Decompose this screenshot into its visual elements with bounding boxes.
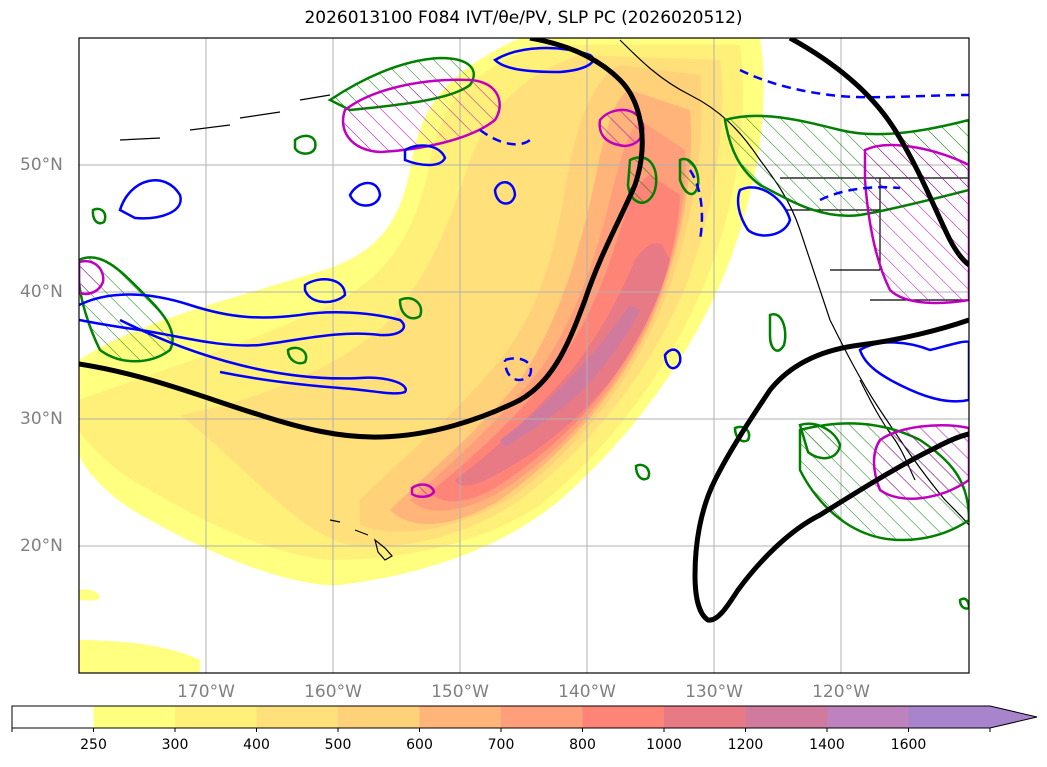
thetae-ring-4 xyxy=(303,278,347,304)
ivt-250-gulf xyxy=(79,589,100,601)
thetae-dash-1 xyxy=(503,357,533,382)
pv-ring-6 xyxy=(398,297,423,320)
thetae-dash-4 xyxy=(479,128,531,146)
colorbar-tick-label: 800 xyxy=(569,737,596,753)
anom-west-edge xyxy=(79,259,105,296)
lat-label-50n: 50°N xyxy=(20,155,63,175)
slp-ridge xyxy=(788,38,969,267)
colorbar-extend-triangle xyxy=(990,706,1037,728)
thetae-long-band xyxy=(79,293,406,347)
theta-e-contours xyxy=(79,46,969,403)
ivt-250-south xyxy=(79,640,200,673)
colorbar-cell xyxy=(338,706,421,728)
ivt-700 xyxy=(410,120,686,511)
thetae-dash-3 xyxy=(739,68,969,99)
map-title: 2026013100 F084 IVT/θe/PV, SLP PC (20260… xyxy=(304,8,743,28)
theta-e-dashed xyxy=(479,68,969,382)
slp-main-trough xyxy=(79,38,645,440)
anom-nw-us xyxy=(863,143,969,305)
colorbar-cell xyxy=(12,706,95,728)
colorbar-cell xyxy=(745,706,828,728)
colorbar-outline xyxy=(11,705,1038,729)
thetae-gulf xyxy=(492,46,595,74)
colorbar-tick-label: 1000 xyxy=(646,737,682,753)
colorbar-tick-label: 500 xyxy=(324,737,352,753)
colorbar-cell xyxy=(664,706,747,728)
colorbar xyxy=(11,705,1038,732)
colorbar-cell xyxy=(501,706,584,728)
colorbar-tick-label: 1400 xyxy=(809,737,845,753)
pv-ring-4 xyxy=(634,463,651,481)
pv-small-2 xyxy=(798,422,842,460)
anom-small xyxy=(410,483,436,498)
pv-ring-2 xyxy=(768,313,787,352)
coast-hawaii xyxy=(329,519,393,561)
lon-label-150w: 150°W xyxy=(431,682,489,702)
thetae-ring-2 xyxy=(348,181,382,207)
pv-ring-8 xyxy=(958,597,969,610)
colorbar-tick-label: 250 xyxy=(80,737,107,753)
thetae-south-branch xyxy=(119,318,407,395)
thetae-ring-1 xyxy=(118,179,182,220)
colorbar-cell xyxy=(827,706,910,728)
map-layers xyxy=(79,38,969,673)
thetae-dash-2 xyxy=(688,169,704,241)
map-frame xyxy=(78,37,970,674)
lon-label-140w: 140°W xyxy=(558,682,616,702)
pv-contours-unfilled xyxy=(91,134,969,610)
lat-label-20n: 20°N xyxy=(20,536,63,556)
colorbar-tick-label: 400 xyxy=(243,737,270,753)
colorbar-tick-label: 600 xyxy=(406,737,433,753)
colorbar-cell xyxy=(256,706,339,728)
thetae-dash-5 xyxy=(819,185,901,202)
colorbar-cell xyxy=(93,706,176,728)
pv-ring-5 xyxy=(91,207,107,225)
ivt-1200 xyxy=(500,305,640,447)
thetae-ring-3 xyxy=(493,181,517,205)
lon-label-130w: 130°W xyxy=(685,682,743,702)
ivt-shading xyxy=(79,38,764,673)
coast-aleutians xyxy=(119,94,331,141)
lon-label-170w: 170°W xyxy=(177,682,235,702)
colorbar-cell xyxy=(419,706,502,728)
slp-cutoff xyxy=(692,317,969,623)
colorbar-cell xyxy=(175,706,258,728)
anom-gulf-alaska xyxy=(341,78,501,154)
thetae-ring-6 xyxy=(663,348,682,370)
colorbar-tick-label: 700 xyxy=(487,737,515,753)
ivt-anomaly-contours xyxy=(79,78,969,500)
colorbar-cell xyxy=(908,706,991,728)
ivt-1000 xyxy=(455,243,670,486)
colorbar-tick-label: 300 xyxy=(161,737,189,753)
lat-label-40n: 40°N xyxy=(20,282,63,302)
lat-label-30n: 30°N xyxy=(20,409,63,429)
thetae-ring-5 xyxy=(736,186,792,237)
colorbar-tick-label: 1200 xyxy=(727,737,764,753)
thetae-ring-8 xyxy=(403,144,447,167)
pv-ring-1 xyxy=(293,134,317,155)
colorbar-cell xyxy=(582,706,665,728)
ivt-800 xyxy=(430,175,680,502)
colorbar-tick-label: 1600 xyxy=(890,737,927,753)
pv-ring-7 xyxy=(286,346,308,365)
thetae-ring-7 xyxy=(858,340,969,403)
lon-label-120w: 120°W xyxy=(812,682,870,702)
slp-pc-contours xyxy=(79,38,969,623)
lon-label-160w: 160°W xyxy=(304,682,362,702)
